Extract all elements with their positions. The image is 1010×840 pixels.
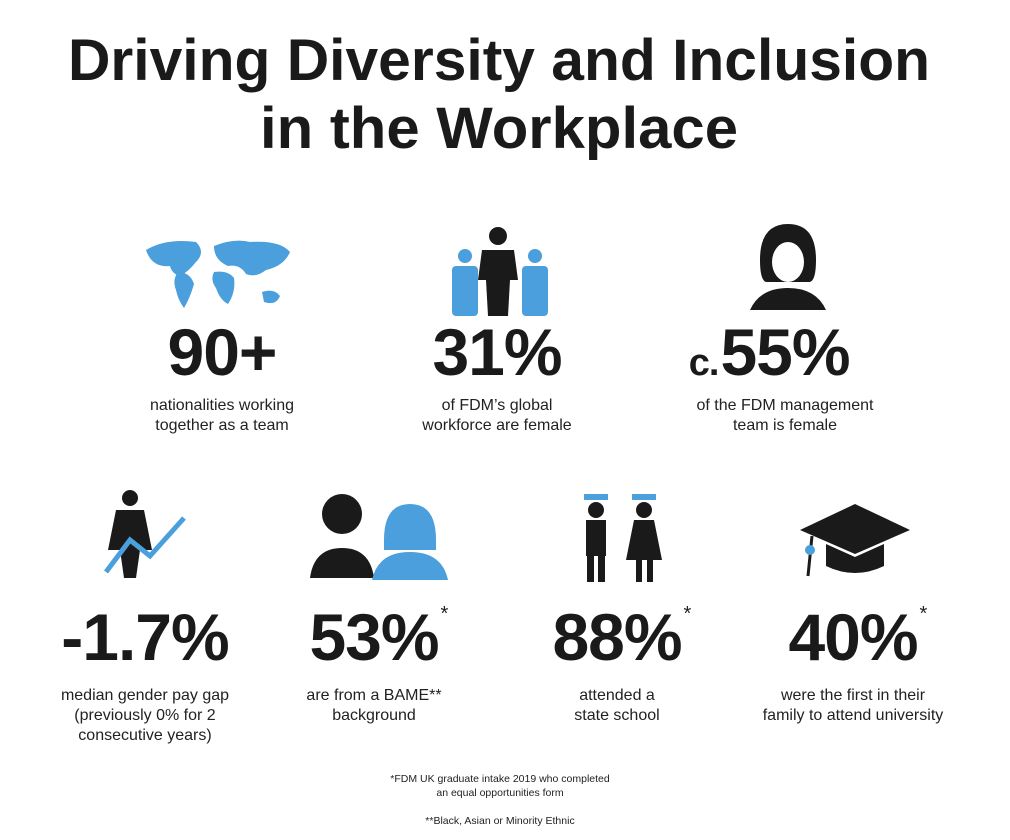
stat-caption: team is female <box>733 417 837 434</box>
stat-caption: state school <box>574 707 659 724</box>
graduation-cap-icon <box>800 504 910 577</box>
stat-footnote-mark: * <box>920 603 928 625</box>
footnote: **Black, Asian or Minority Ethnic <box>425 815 574 827</box>
stat-value: 31% <box>432 315 561 389</box>
stat-prefix: c. <box>689 342 719 384</box>
stat-caption: of the FDM management <box>697 397 875 414</box>
stat-caption: together as a team <box>155 417 288 434</box>
stat-caption: of FDM’s global <box>442 397 553 414</box>
stat-value: 55% <box>720 315 849 389</box>
stat-caption: consecutive years) <box>78 727 211 744</box>
stat-footnote-mark: * <box>684 603 692 625</box>
footnote: *FDM UK graduate intake 2019 who complet… <box>390 773 610 785</box>
woman-icon <box>750 224 826 310</box>
stat-caption: nationalities working <box>150 397 294 414</box>
pay-gap-icon <box>104 490 186 578</box>
people-icon <box>452 227 548 316</box>
title-line: in the Workplace <box>260 96 738 161</box>
stat-value: 90+ <box>168 315 277 389</box>
stat-value: 88% <box>552 600 681 674</box>
stat-caption: (previously 0% for 2 <box>74 707 215 724</box>
stat-footnote-mark: * <box>441 603 449 625</box>
students-icon <box>584 494 662 582</box>
stat-caption: median gender pay gap <box>61 687 229 704</box>
stat-caption: attended a <box>579 687 655 704</box>
stat-value: 40% <box>788 600 917 674</box>
footnote: an equal opportunities form <box>436 787 563 799</box>
world-map-icon <box>146 240 290 308</box>
stat-caption: family to attend university <box>763 707 944 724</box>
diversity-icon <box>310 494 448 580</box>
stat-value: -1.7% <box>61 600 228 674</box>
stat-value: 53% <box>309 600 438 674</box>
stat-caption: are from a BAME** <box>306 687 441 704</box>
stat-caption: background <box>332 707 416 724</box>
title-line: Driving Diversity and Inclusion <box>68 28 930 93</box>
stat-caption: were the first in their <box>780 687 926 704</box>
stat-caption: workforce are female <box>421 417 571 434</box>
